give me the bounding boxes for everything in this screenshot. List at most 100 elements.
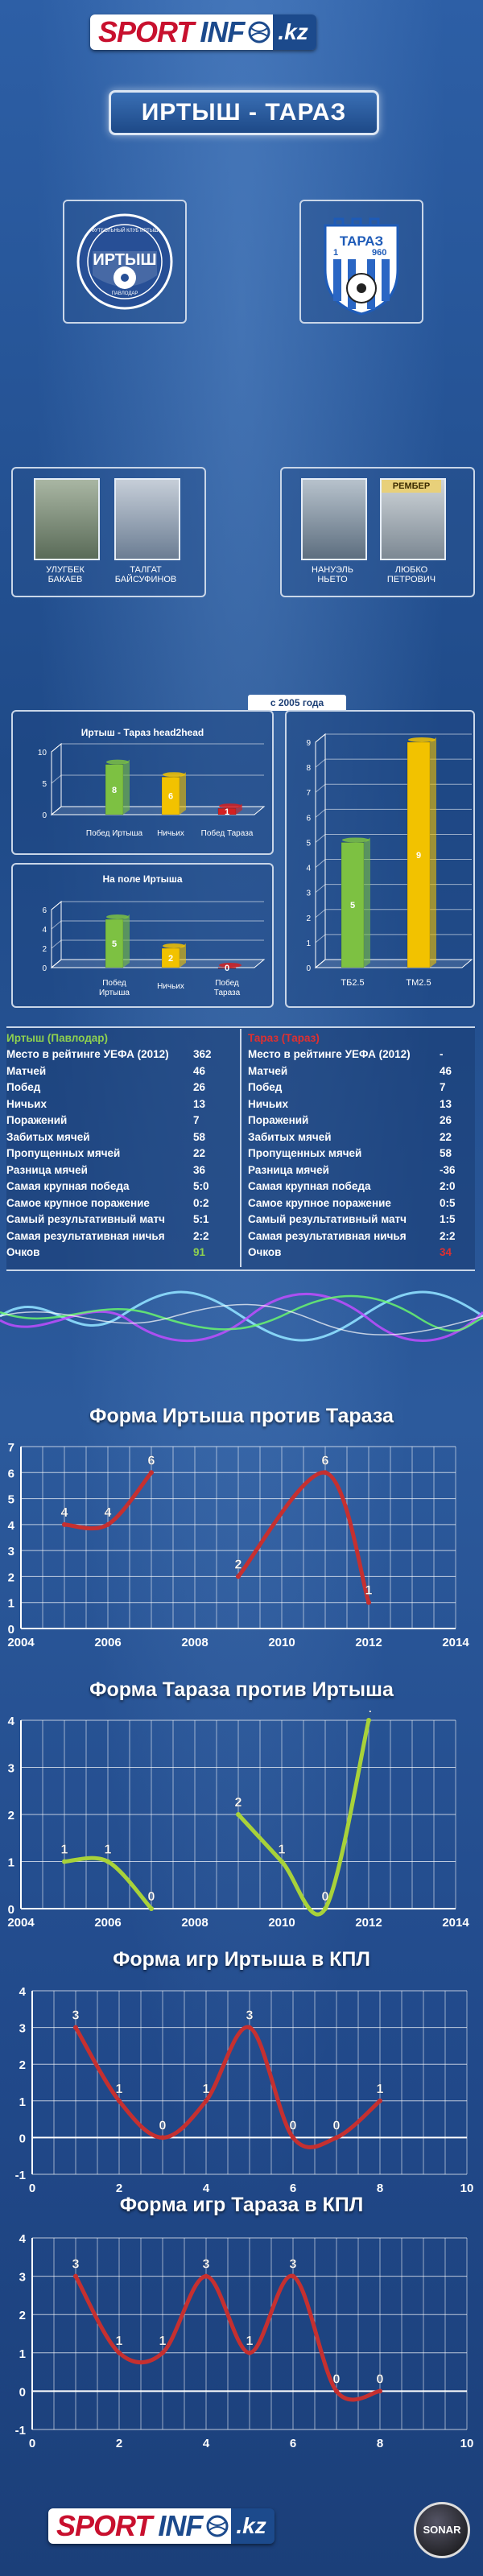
- bar-top: [106, 759, 129, 765]
- stat-value: 46: [440, 1064, 452, 1077]
- stat-value: 26: [193, 1081, 206, 1093]
- line-chart-1-title: Форма Иртыша против Тараза: [89, 1405, 394, 1427]
- bar-top: [163, 943, 185, 948]
- footer-ball-icon: [204, 2508, 232, 2544]
- data-point: [105, 1521, 110, 1527]
- y-tick-label: 0: [8, 1623, 14, 1637]
- home-person1-name: УЛУГБЕК БАКАЕВ: [46, 565, 85, 584]
- gridline-side: [315, 859, 326, 868]
- data-label: 6: [148, 1454, 155, 1468]
- gridline-side: [315, 808, 326, 818]
- y-tick-label: 0: [306, 964, 311, 973]
- data-label: 3: [203, 2258, 210, 2272]
- y-tick-label: 8: [306, 764, 311, 773]
- taraz-emblem-icon: [324, 217, 399, 316]
- stat-label: Самое крупное поражение: [248, 1196, 391, 1209]
- data-point: [149, 1906, 154, 1911]
- stat-value: 2:2: [440, 1229, 456, 1242]
- sportinfo-logo[interactable]: SPORT INF .kz: [90, 14, 316, 50]
- x-tick-label: 8: [377, 2182, 383, 2194]
- gridline-side: [51, 920, 62, 930]
- data-point: [378, 2098, 382, 2103]
- y-tick-label: 4: [19, 2232, 27, 2246]
- home-field-bar-chart: На поле Иртыша 0 2 4 6 5 Побед Иртыша 2 Ничьих 0 По…: [42, 873, 266, 997]
- y-tick-label: 0: [8, 1903, 14, 1917]
- sonar-logo[interactable]: SONAR: [414, 2502, 470, 2558]
- stat-value: 22: [193, 1147, 206, 1159]
- category-label: Побед Тараза: [201, 828, 254, 838]
- data-label: 1: [116, 2083, 123, 2096]
- bar-value-label: 6: [168, 792, 173, 802]
- away-stats: Тараз (Тараз) Место в рейтинге УЕФА (2012…: [248, 1030, 472, 1264]
- data-point: [149, 1470, 154, 1476]
- y-tick-label: 2: [306, 914, 311, 923]
- y-tick-label: 2: [42, 945, 47, 954]
- wave-decoration: [0, 1290, 483, 1343]
- stat-value: 0:2: [193, 1196, 209, 1209]
- ball-icon: [246, 14, 274, 50]
- data-point: [247, 2025, 252, 2030]
- x-tick-label: 0: [29, 2437, 35, 2450]
- series-line: [73, 2274, 382, 2402]
- stat-label: Ничьих: [248, 1097, 288, 1110]
- x-tick-label: 2004: [7, 1636, 35, 1649]
- data-point: [73, 2273, 78, 2279]
- data-label: 1: [203, 2083, 210, 2096]
- data-label: 3: [72, 2258, 80, 2272]
- x-tick-label: 10: [460, 2437, 474, 2450]
- data-label: 0: [322, 1890, 329, 1904]
- data-label: 1: [246, 2334, 254, 2348]
- line-chart-1: 0 1 2 3 4 5 6 7 2004 2006 2008 2010 2012 2014 4 4 6 2 6 1: [7, 1441, 469, 1649]
- line-chart-2-title: Форма Тараза против Иртыша: [89, 1678, 394, 1701]
- data-label: 1: [159, 2334, 167, 2348]
- data-label: 3: [72, 2009, 80, 2023]
- stat-value: -: [440, 1048, 444, 1060]
- stat-label: Самая крупная победа: [248, 1180, 371, 1192]
- footer-sportinfo-logo[interactable]: SPORT INF .kz: [48, 2508, 275, 2544]
- emblem-away-year-right: 960: [372, 248, 387, 258]
- logo-sport-text: SPORT: [90, 14, 199, 50]
- stat-value: 5:0: [193, 1180, 209, 1192]
- stat-label: Место в рейтинге УЕФА (2012): [6, 1048, 169, 1060]
- footer-logo-kz-text: .kz: [231, 2508, 275, 2544]
- y-tick-label: 2: [19, 2309, 26, 2322]
- stat-label: Побед: [248, 1081, 283, 1093]
- emblem-home-city: ПАВЛОДАР: [111, 291, 138, 296]
- data-point: [160, 2135, 165, 2140]
- bar-value-label: 9: [416, 851, 421, 861]
- y-tick-label: 6: [8, 1467, 14, 1480]
- stats-divider: [240, 1029, 242, 1267]
- stat-label: Очков: [6, 1246, 40, 1258]
- stat-value: 2:0: [440, 1180, 456, 1192]
- data-point: [366, 1718, 371, 1723]
- stat-label: Забитых мячей: [6, 1130, 90, 1143]
- away-emblem-box: ТАРАЗ 1 960: [299, 200, 423, 324]
- home-emblem-box: ИРТЫШ ФУТБОЛЬНЫЙ КЛУБ ИРТЫШ ПАВЛОДАР: [63, 200, 187, 324]
- x-tick-label: 8: [377, 2437, 383, 2450]
- stat-label: Самая результативная ничья: [248, 1229, 407, 1242]
- bar-value-label: 5: [112, 939, 117, 949]
- gridline-side: [51, 959, 62, 968]
- y-tick-label: 7: [306, 789, 311, 798]
- data-label: 0: [333, 2119, 341, 2132]
- data-point: [204, 2098, 208, 2103]
- bar-top: [408, 737, 436, 742]
- irtysh-emblem-icon: [76, 213, 173, 310]
- category-label: Ничьих: [157, 829, 184, 838]
- x-tick-label: 6: [290, 2182, 296, 2194]
- stat-value: -36: [440, 1163, 456, 1176]
- logo-kz-text: .kz: [273, 14, 316, 50]
- y-tick-label: 1: [19, 2095, 26, 2109]
- y-tick-label: 7: [8, 1441, 14, 1455]
- data-label: 3: [290, 2258, 297, 2272]
- stat-label: Самое крупное поражение: [6, 1196, 150, 1209]
- h2h-chart-panel: Иртыш - Тараз head2head 0 5 10 8 Побед Иртыша…: [11, 710, 274, 855]
- data-point: [62, 1521, 67, 1527]
- stat-label: Самая крупная победа: [6, 1180, 130, 1192]
- data-label: 0: [148, 1890, 155, 1904]
- coach-photo: [114, 478, 180, 560]
- gridline-side: [315, 758, 326, 768]
- data-point: [323, 1470, 328, 1476]
- y-tick-label: 5: [8, 1493, 14, 1507]
- stat-label: Разница мячей: [248, 1163, 329, 1176]
